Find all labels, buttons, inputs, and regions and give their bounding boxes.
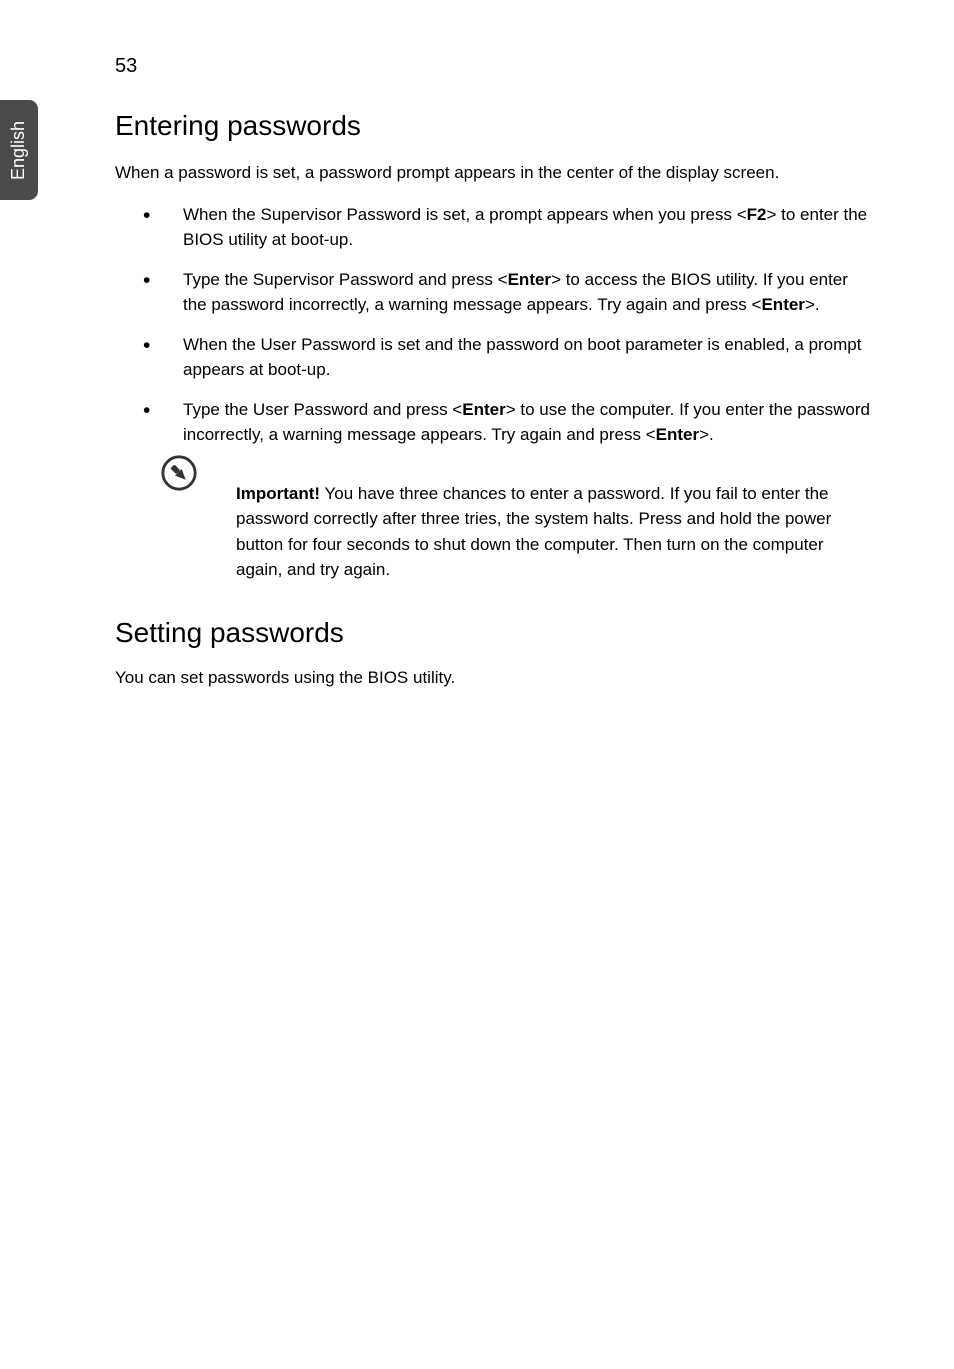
important-label: Important! bbox=[236, 484, 320, 503]
pin-icon bbox=[160, 454, 198, 492]
key-label: Enter bbox=[508, 270, 551, 289]
list-item: When the Supervisor Password is set, a p… bbox=[115, 202, 875, 253]
language-tab: English bbox=[0, 100, 38, 200]
key-label: F2 bbox=[747, 205, 767, 224]
text-segment: >. bbox=[699, 425, 714, 444]
important-note: Important! You have three chances to ent… bbox=[160, 462, 875, 583]
note-body: You have three chances to enter a passwo… bbox=[236, 484, 831, 580]
intro-paragraph: When a password is set, a password promp… bbox=[115, 160, 875, 186]
bullet-list: When the Supervisor Password is set, a p… bbox=[115, 202, 875, 448]
list-item: Type the Supervisor Password and press <… bbox=[115, 267, 875, 318]
text-segment: When the User Password is set and the pa… bbox=[183, 335, 861, 380]
text-segment: Type the Supervisor Password and press < bbox=[183, 270, 508, 289]
key-label: Enter bbox=[656, 425, 699, 444]
dashed-separator bbox=[206, 462, 875, 467]
list-item: When the User Password is set and the pa… bbox=[115, 332, 875, 383]
language-tab-label: English bbox=[9, 120, 30, 179]
key-label: Enter bbox=[462, 400, 505, 419]
list-item: Type the User Password and press <Enter>… bbox=[115, 397, 875, 448]
page-number: 53 bbox=[115, 55, 137, 78]
section2-text: You can set passwords using the BIOS uti… bbox=[115, 665, 875, 691]
text-segment: >. bbox=[805, 295, 820, 314]
section-heading-entering-passwords: Entering passwords bbox=[115, 110, 875, 142]
text-segment: Type the User Password and press < bbox=[183, 400, 462, 419]
text-segment: When the Supervisor Password is set, a p… bbox=[183, 205, 747, 224]
note-text: Important! You have three chances to ent… bbox=[236, 481, 841, 583]
key-label: Enter bbox=[761, 295, 804, 314]
section-heading-setting-passwords: Setting passwords bbox=[115, 617, 875, 649]
page-content: Entering passwords When a password is se… bbox=[115, 110, 875, 706]
